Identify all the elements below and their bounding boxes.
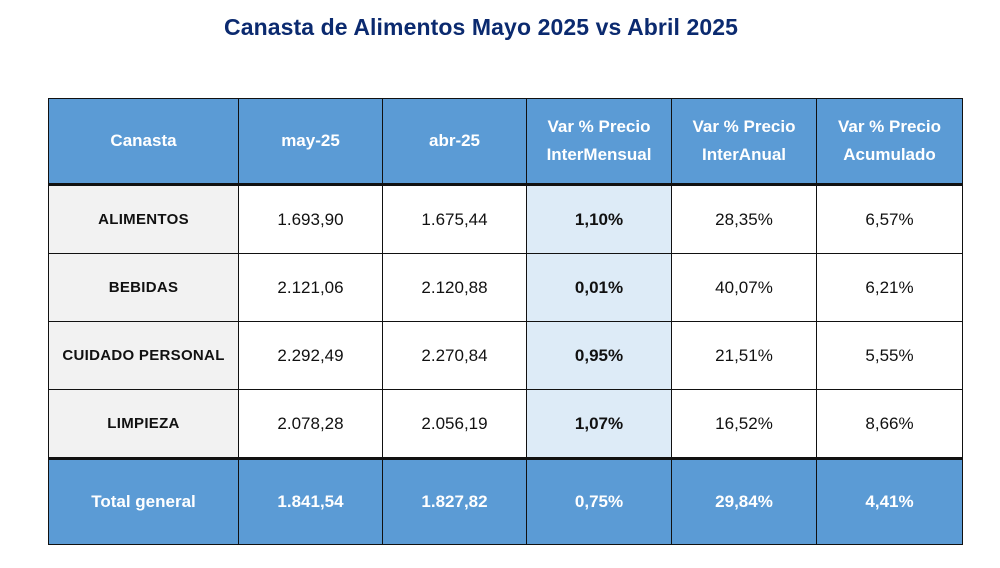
header-var-mensual: Var % Precio InterMensual (526, 98, 672, 185)
row-var-anual: 28,35% (671, 184, 817, 254)
header-abr: abr-25 (382, 98, 527, 185)
header-var-acumulado-line1: Var % Precio (837, 117, 941, 136)
header-row: Canasta may-25 abr-25 Var % Precio Inter… (48, 98, 963, 185)
header-var-anual: Var % Precio InterAnual (671, 98, 817, 185)
row-canasta: BEBIDAS (48, 253, 239, 322)
total-abr: 1.827,82 (382, 458, 527, 545)
basket-table: Canasta may-25 abr-25 Var % Precio Inter… (48, 98, 963, 545)
header-var-anual-line2: InterAnual (701, 145, 787, 164)
total-var-anual: 29,84% (671, 458, 817, 545)
row-var-acumulado: 8,66% (816, 389, 963, 459)
row-var-mensual: 0,01% (526, 253, 672, 322)
row-canasta: CUIDADO PERSONAL (48, 321, 239, 390)
table-row: ALIMENTOS 1.693,90 1.675,44 1,10% 28,35%… (48, 184, 963, 254)
table-row: CUIDADO PERSONAL 2.292,49 2.270,84 0,95%… (48, 321, 963, 390)
total-may: 1.841,54 (238, 458, 383, 545)
row-canasta: ALIMENTOS (48, 184, 239, 254)
header-var-anual-line1: Var % Precio (692, 117, 796, 136)
row-var-mensual: 0,95% (526, 321, 672, 390)
header-var-acumulado-line2: Acumulado (843, 145, 936, 164)
row-var-acumulado: 6,21% (816, 253, 963, 322)
row-abr: 2.120,88 (382, 253, 527, 322)
total-canasta: Total general (48, 458, 239, 545)
table-row: LIMPIEZA 2.078,28 2.056,19 1,07% 16,52% … (48, 389, 963, 459)
row-may: 2.292,49 (238, 321, 383, 390)
row-var-mensual: 1,10% (526, 184, 672, 254)
row-var-anual: 21,51% (671, 321, 817, 390)
header-var-mensual-line2: InterMensual (546, 145, 652, 164)
row-abr: 2.270,84 (382, 321, 527, 390)
row-may: 2.121,06 (238, 253, 383, 322)
page-title: Canasta de Alimentos Mayo 2025 vs Abril … (223, 14, 739, 40)
row-may: 1.693,90 (238, 184, 383, 254)
total-var-mensual: 0,75% (526, 458, 672, 545)
table-row: BEBIDAS 2.121,06 2.120,88 0,01% 40,07% 6… (48, 253, 963, 322)
row-var-anual: 16,52% (671, 389, 817, 459)
row-var-acumulado: 6,57% (816, 184, 963, 254)
row-var-mensual: 1,07% (526, 389, 672, 459)
header-var-acumulado: Var % Precio Acumulado (816, 98, 963, 185)
header-may: may-25 (238, 98, 383, 185)
row-canasta: LIMPIEZA (48, 389, 239, 459)
row-var-anual: 40,07% (671, 253, 817, 322)
row-abr: 2.056,19 (382, 389, 527, 459)
row-var-acumulado: 5,55% (816, 321, 963, 390)
total-row: Total general 1.841,54 1.827,82 0,75% 29… (48, 458, 963, 545)
header-var-mensual-line1: Var % Precio (547, 117, 651, 136)
total-var-acumulado: 4,41% (816, 458, 963, 545)
header-canasta: Canasta (48, 98, 239, 185)
row-abr: 1.675,44 (382, 184, 527, 254)
row-may: 2.078,28 (238, 389, 383, 459)
